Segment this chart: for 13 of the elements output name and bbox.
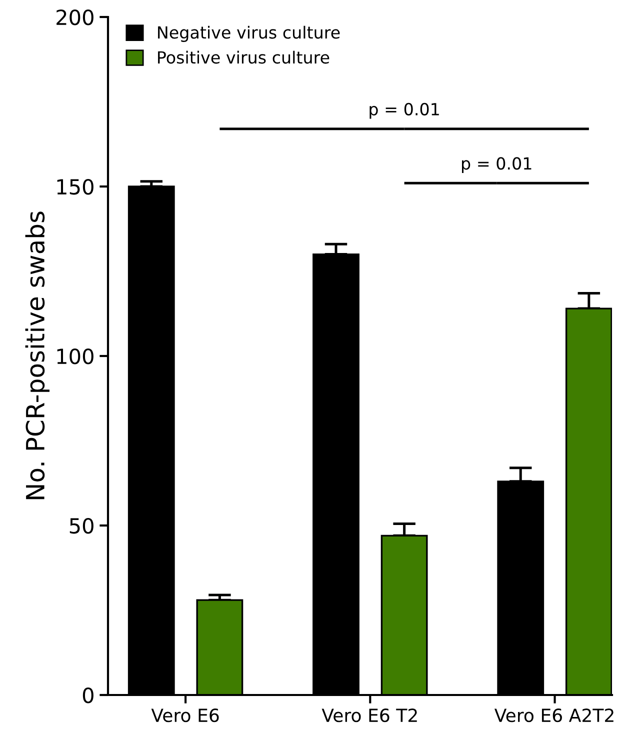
legend-label: Negative virus culture <box>158 26 340 42</box>
y-tick-label: 0 <box>82 687 94 704</box>
x-tick-label: Vero E6 A2T2 <box>494 708 614 722</box>
x-tick-label: Vero E6 <box>151 708 219 722</box>
legend-label: Positive virus culture <box>158 50 330 64</box>
x-tick-label: Vero E6 T2 <box>322 708 417 722</box>
y-tick-label: 100 <box>57 348 94 364</box>
annotation: p = 0.01 <box>462 157 532 173</box>
y-tick-label: 50 <box>70 518 94 534</box>
y-axis-title: No. PCR-positive swabs <box>25 212 50 500</box>
y-tick-label: 150 <box>57 178 94 195</box>
y-tick-label: 200 <box>56 9 94 26</box>
annotation: p = 0.01 <box>370 102 439 119</box>
